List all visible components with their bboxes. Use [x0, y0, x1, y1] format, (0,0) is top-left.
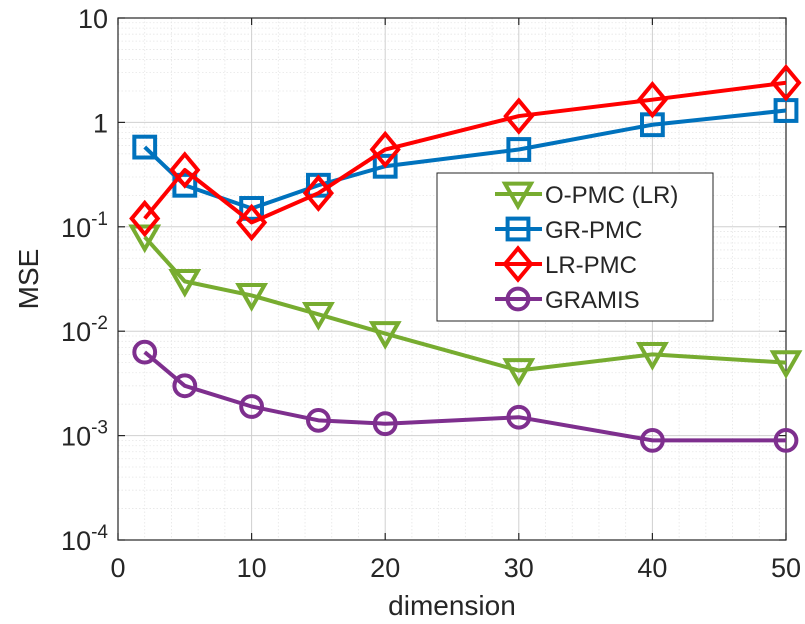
data-point-gramis: [306, 407, 331, 433]
data-point-gramis: [506, 404, 532, 430]
axis-ticks: 0 10 20 30 40 50 10-4 10-3 10-2 10-1 1 10: [61, 4, 801, 583]
plot-area-frame: [117, 17, 787, 541]
data-point-gramis: [372, 411, 398, 437]
data-point-o-pmc-lr: [168, 268, 202, 298]
y-tick-label: 10: [78, 4, 108, 34]
data-point-lr-pmc: [636, 80, 669, 119]
x-tick-label: 50: [771, 553, 801, 583]
legend-marker-gramis: [505, 286, 531, 312]
legend-marker-gr-pmc: [505, 216, 531, 242]
data-point-gramis: [239, 394, 265, 419]
data-point-o-pmc-lr: [368, 321, 402, 350]
y-tick-label: 10-2: [61, 313, 108, 347]
data-point-gramis: [640, 427, 665, 453]
series-gramis: [132, 339, 799, 453]
data-point-o-pmc-lr: [301, 301, 335, 331]
y-tick-label: 10-1: [61, 209, 108, 243]
x-tick-label: 10: [237, 553, 267, 583]
data-point-o-pmc-lr: [128, 224, 162, 254]
data-point-gr-pmc: [372, 153, 398, 179]
series-lr-pmc: [129, 63, 802, 242]
data-point-lr-pmc: [503, 97, 535, 135]
x-tick-label: 0: [110, 553, 125, 583]
data-point-lr-pmc: [770, 63, 802, 102]
data-point-lr-pmc: [129, 199, 161, 238]
data-point-gramis: [132, 339, 158, 365]
data-series: [128, 63, 803, 453]
legend-marker-o-pmc-lr: [501, 181, 535, 211]
series-o-pmc-lr: [128, 224, 803, 387]
y-axis-label: MSE: [13, 249, 44, 310]
data-point-lr-pmc: [169, 151, 201, 189]
data-point-o-pmc-lr: [635, 341, 669, 371]
legend-label-gramis: GRAMIS: [545, 287, 640, 314]
x-tick-label: 30: [504, 553, 534, 583]
data-point-lr-pmc: [302, 174, 335, 212]
legend: O-PMC (LR) GR-PMC LR-PMC GRAMIS: [436, 172, 714, 322]
x-axis-label: dimension: [388, 590, 516, 621]
data-point-o-pmc-lr: [502, 358, 536, 387]
data-point-gr-pmc: [506, 137, 532, 162]
y-tick-label: 10-3: [61, 418, 108, 452]
legend-marker-lr-pmc: [502, 245, 534, 283]
data-point-gr-pmc: [132, 134, 158, 160]
data-point-o-pmc-lr: [235, 283, 269, 312]
data-point-lr-pmc: [369, 130, 401, 169]
y-tick-label: 1: [93, 108, 108, 138]
legend-label-lr-pmc: LR-PMC: [545, 252, 637, 279]
data-point-gr-pmc: [239, 196, 264, 221]
legend-label-o-pmc-lr: O-PMC (LR): [545, 182, 678, 209]
data-point-o-pmc-lr: [769, 350, 803, 380]
legend-label-gr-pmc: GR-PMC: [545, 217, 642, 244]
x-tick-label: 20: [370, 553, 400, 583]
series-line-lr-pmc: [143, 80, 787, 225]
legend-box: [436, 172, 714, 322]
data-point-lr-pmc: [235, 203, 268, 242]
data-point-gramis: [773, 427, 799, 453]
y-tick-label: 10-4: [61, 522, 108, 556]
data-point-gramis: [172, 373, 198, 399]
x-tick-label: 40: [637, 553, 667, 583]
series-line-o-pmc-lr: [143, 235, 787, 373]
